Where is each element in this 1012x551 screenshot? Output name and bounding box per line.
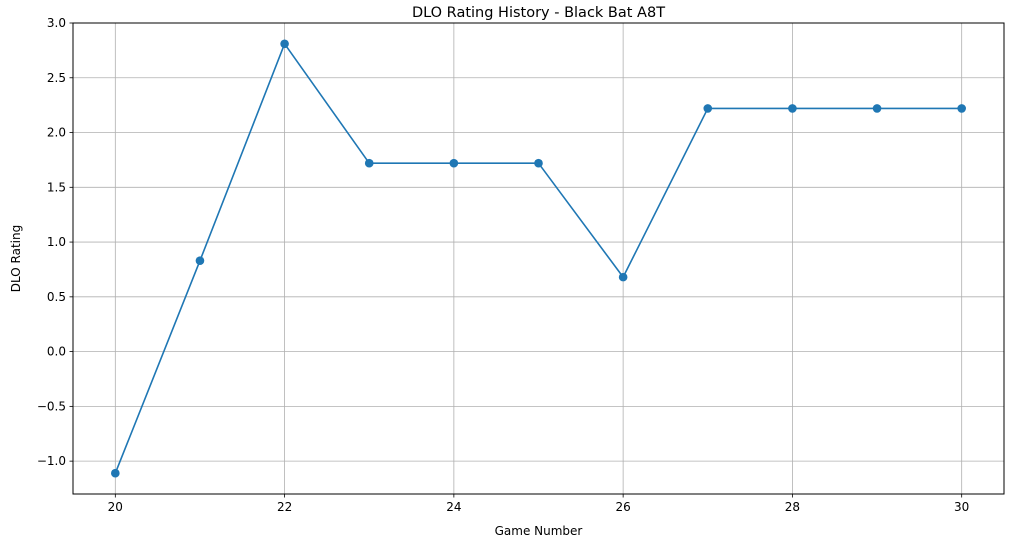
data-point	[788, 104, 797, 113]
data-point	[364, 158, 374, 168]
chart-title: DLO Rating History - Black Bat A8T	[412, 5, 665, 21]
data-point	[195, 256, 205, 265]
data-point	[280, 39, 289, 49]
x-tick-label: 24	[446, 500, 461, 514]
data-point	[111, 468, 120, 478]
data-point	[957, 104, 966, 113]
y-tick-label: 1.5	[47, 180, 66, 194]
y-tick-label: −0.5	[37, 399, 66, 413]
data-point	[534, 158, 543, 168]
series-layer	[111, 39, 966, 478]
y-tick-label: 3.0	[47, 16, 66, 30]
x-tick-label: 28	[785, 500, 800, 514]
data-point	[618, 272, 628, 282]
y-tick-label: −1.0	[37, 454, 66, 468]
data-point	[872, 104, 882, 113]
y-tick-label: 0.0	[47, 345, 66, 359]
y-tick-label: 0.5	[47, 290, 66, 304]
x-tick-label: 26	[615, 500, 630, 514]
y-axis-label: DLO Rating	[9, 225, 23, 292]
plot-frame	[72, 22, 1005, 495]
grid	[73, 22, 1004, 494]
y-tick-label: 1.0	[47, 235, 66, 249]
y-tick-label: 2.5	[47, 71, 66, 85]
data-point	[703, 104, 713, 113]
series-line	[114, 43, 962, 474]
data-point	[449, 158, 459, 168]
ticks: 20 22 24 26 28 30 −1.0 −0.5 0.0 0.5 1.0 1.5 2.0 2.5 3.…	[37, 16, 969, 514]
x-axis-label: Game Number	[495, 524, 583, 538]
x-tick-label: 22	[277, 500, 292, 514]
y-tick-label: 2.0	[47, 126, 66, 140]
x-tick-label: 30	[954, 500, 969, 514]
x-tick-label: 20	[108, 500, 123, 514]
